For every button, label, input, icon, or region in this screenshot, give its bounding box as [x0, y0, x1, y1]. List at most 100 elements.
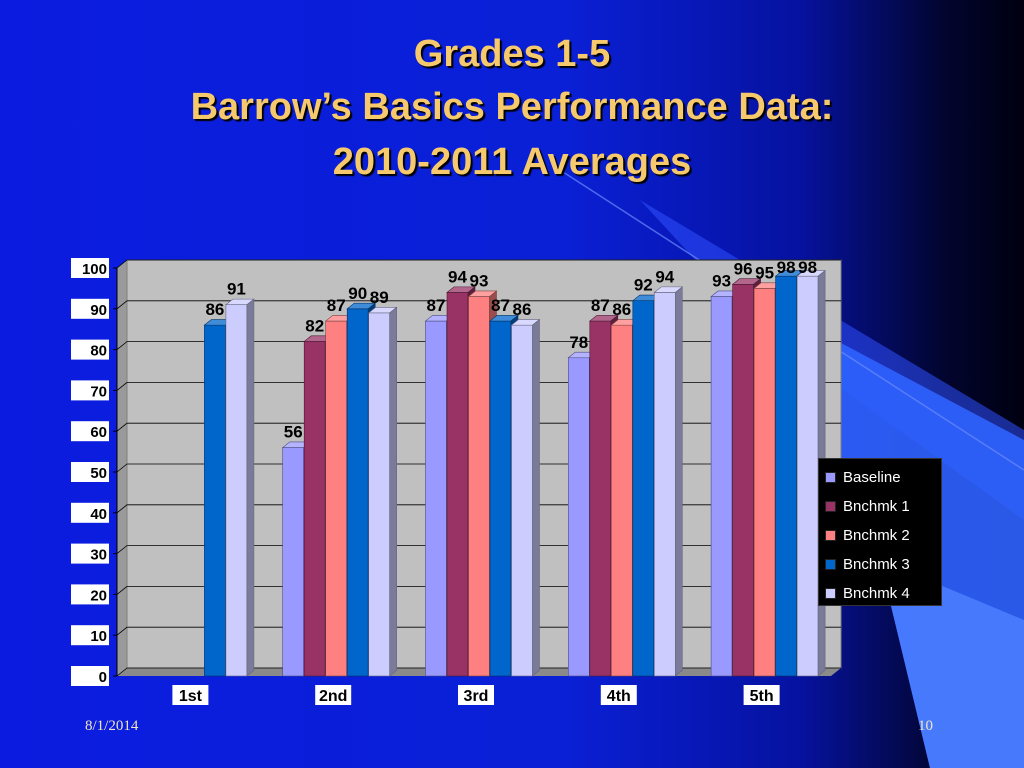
data-label: 82 — [305, 316, 324, 335]
bar-front — [425, 320, 447, 677]
bar-front — [610, 324, 633, 677]
y-tick-label: 70 — [90, 383, 107, 400]
y-tick-label-bg — [71, 380, 109, 401]
data-label: 90 — [348, 284, 367, 303]
y-tick-label: 30 — [90, 547, 107, 564]
bar-front — [589, 320, 612, 677]
data-label: 78 — [569, 333, 588, 352]
slide-title-line-1: Grades 1-5 — [413, 33, 611, 75]
data-label: 87 — [591, 296, 610, 315]
x-tick-label-bg — [600, 685, 637, 705]
legend-swatch — [825, 501, 836, 512]
slide-page-number: 10 — [918, 718, 933, 734]
slide-date: 8/1/2014 — [85, 718, 139, 734]
y-tick-label: 80 — [90, 343, 107, 360]
bar-front — [204, 324, 226, 677]
data-label: 92 — [634, 276, 653, 295]
data-label: 91 — [227, 280, 246, 299]
data-label: 94 — [448, 267, 467, 286]
y-tick-label-bg — [71, 298, 109, 319]
x-tick-label-bg — [172, 685, 209, 705]
x-tick-label: 1st — [179, 688, 203, 705]
bar — [367, 306, 398, 677]
y-tick-label-bg — [71, 584, 109, 605]
y-tick-label: 10 — [90, 628, 107, 645]
x-tick-label: 3rd — [464, 688, 489, 705]
legend-label: Bnchmk 2 — [843, 527, 910, 544]
bar-front — [368, 312, 391, 677]
y-tick-label: 60 — [90, 424, 107, 441]
bar-front — [282, 447, 305, 677]
legend-swatch — [825, 588, 836, 599]
bar-front — [511, 324, 533, 677]
x-tick-label-bg — [315, 685, 352, 705]
bar — [653, 286, 684, 677]
bar-front — [775, 275, 797, 677]
y-tick-label: 20 — [90, 587, 107, 604]
bar-front — [567, 357, 590, 677]
data-label: 86 — [205, 300, 224, 319]
data-label: 56 — [284, 423, 303, 442]
data-label: 95 — [755, 263, 774, 282]
data-label: 98 — [798, 258, 817, 277]
bar-side — [674, 286, 683, 677]
bar-front — [632, 300, 655, 677]
x-tick-label: 5th — [750, 688, 774, 705]
y-tick-label-bg — [71, 462, 109, 482]
bar — [510, 318, 541, 677]
legend-label: Bnchmk 3 — [843, 556, 910, 573]
y-tick-label-bg — [71, 421, 109, 442]
legend-swatch — [825, 559, 836, 570]
y-tick-label-bg — [71, 625, 109, 646]
x-tick-label-bg — [458, 685, 494, 705]
legend-item: Bnchmk 3 — [825, 550, 941, 579]
chart-legend: Baseline Bnchmk 1 Bnchmk 2 Bnchmk 3 Bnchmk 4 — [818, 458, 942, 606]
legend-item: Baseline — [825, 463, 941, 492]
y-tick-label-bg — [71, 502, 109, 523]
data-label: 86 — [612, 300, 631, 319]
y-tick-label-bg — [71, 543, 109, 564]
bar-front — [325, 320, 348, 677]
x-tick-label: 4th — [607, 688, 631, 705]
data-label: 93 — [470, 272, 489, 291]
slide-title-line-3: 2010-2011 Averages — [332, 141, 692, 183]
y-tick-label: 90 — [90, 302, 107, 319]
bar-side — [246, 298, 255, 677]
bar-front — [468, 296, 490, 677]
legend-swatch — [825, 472, 836, 483]
data-label: 94 — [655, 267, 674, 286]
legend-label: Bnchmk 4 — [843, 585, 910, 602]
bar-front — [653, 292, 676, 677]
slide-title-line-2: Barrow’s Basics Performance Data: — [190, 86, 834, 128]
data-label: 96 — [734, 259, 753, 278]
data-label: 87 — [427, 296, 446, 315]
bar-front — [753, 288, 776, 677]
bar-front — [732, 284, 754, 677]
y-tick-label-bg — [71, 666, 109, 686]
legend-label: Baseline — [843, 469, 901, 486]
bar-side — [389, 306, 398, 677]
data-label: 98 — [777, 258, 796, 277]
legend-swatch — [825, 530, 836, 541]
bar-front — [489, 320, 512, 677]
bar-front — [796, 275, 819, 677]
y-tick-label-bg — [71, 339, 109, 360]
bar-front — [303, 341, 326, 677]
y-gridline — [116, 259, 841, 269]
y-tick-label-bg — [71, 258, 109, 278]
bar-front — [346, 308, 369, 677]
y-gridline — [116, 300, 841, 310]
data-label: 87 — [327, 296, 346, 315]
bar-front — [446, 292, 469, 677]
data-label: 87 — [491, 296, 510, 315]
legend-item: Bnchmk 1 — [825, 492, 941, 521]
data-label: 89 — [370, 288, 389, 307]
x-tick-label: 2nd — [319, 688, 347, 705]
y-tick-label: 50 — [90, 465, 107, 482]
data-label: 93 — [712, 272, 731, 291]
y-tick-label: 100 — [82, 261, 107, 278]
bar-front — [710, 296, 733, 677]
data-label: 86 — [513, 300, 532, 319]
legend-item: Bnchmk 4 — [825, 579, 941, 608]
